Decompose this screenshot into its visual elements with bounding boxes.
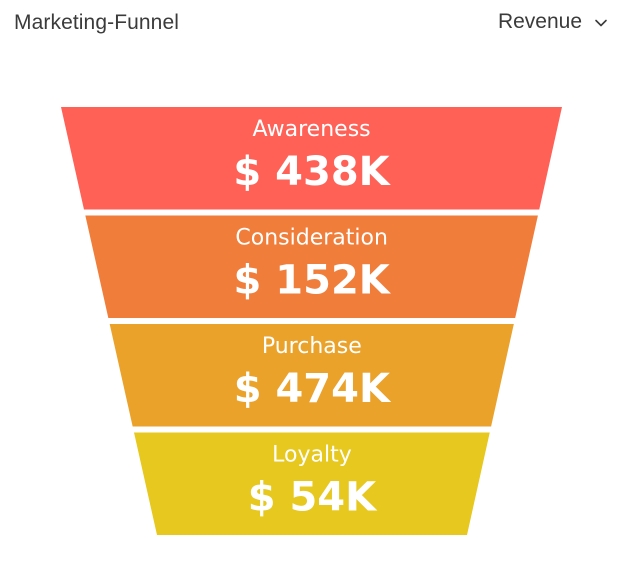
funnel-stage: Awareness $ 438K bbox=[61, 107, 562, 210]
funnel-segment bbox=[85, 215, 538, 318]
funnel-stage-label: Consideration bbox=[235, 226, 388, 251]
funnel-stage-value: $ 152K bbox=[234, 258, 392, 304]
funnel-stage-label: Purchase bbox=[262, 334, 362, 359]
chevron-down-icon bbox=[592, 14, 610, 32]
funnel-stage-value: $ 438K bbox=[233, 149, 391, 195]
funnel-stage-label: Loyalty bbox=[272, 443, 352, 468]
funnel-stage: Loyalty $ 54K bbox=[134, 432, 490, 535]
funnel-segment bbox=[61, 107, 562, 210]
funnel-segment bbox=[134, 432, 490, 535]
funnel-stage-value: $ 54K bbox=[248, 475, 378, 521]
funnel-stage: Purchase $ 474K bbox=[109, 324, 514, 427]
funnel-segment bbox=[109, 324, 514, 427]
funnel-stage: Consideration $ 152K bbox=[85, 215, 538, 318]
funnel-stage-label: Awareness bbox=[252, 117, 370, 142]
funnel-stage-value: $ 474K bbox=[234, 366, 392, 412]
funnel-stages: Awareness $ 438K Consideration $ 152K Purcha… bbox=[61, 107, 562, 535]
widget-title: Marketing-Funnel bbox=[14, 11, 180, 34]
metric-selector[interactable]: Revenue bbox=[498, 10, 610, 34]
widget-header: Marketing-Funnel Revenue bbox=[0, 0, 624, 50]
metric-selector-label: Revenue bbox=[497, 10, 582, 33]
